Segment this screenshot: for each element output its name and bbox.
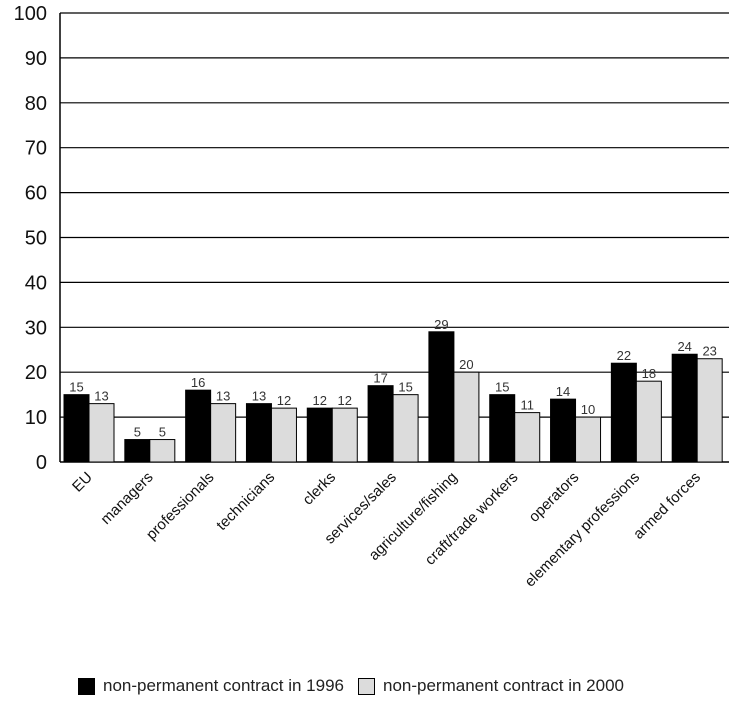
y-tick-label: 60: [25, 183, 47, 205]
y-tick-label: 40: [25, 272, 47, 294]
y-tick-label: 0: [36, 452, 47, 474]
bar-1996: [63, 394, 90, 463]
data-label: 12: [277, 393, 291, 408]
bar-1996: [306, 407, 333, 463]
legend-item-2000: non-permanent contract in 2000: [358, 676, 624, 696]
data-label: 5: [159, 425, 166, 440]
y-tick-label: 10: [25, 407, 47, 429]
bar-2000: [514, 412, 541, 463]
data-label: 5: [134, 425, 141, 440]
data-label: 20: [459, 357, 473, 372]
bar-1996: [124, 439, 151, 463]
data-label: 15: [495, 380, 509, 395]
bar-2000: [575, 416, 602, 463]
y-tick-label: 80: [25, 93, 47, 115]
data-label: 14: [556, 384, 570, 399]
legend-swatch-2000: [358, 677, 375, 695]
data-label: 15: [69, 380, 83, 395]
bar-2000: [453, 371, 480, 463]
bar-2000: [270, 407, 297, 463]
legend-swatch-1996: [78, 677, 95, 695]
bar-2000: [210, 403, 237, 463]
y-tick-label: 50: [25, 228, 47, 250]
data-label: 13: [252, 389, 266, 404]
bar-1996: [185, 389, 212, 463]
bar-2000: [696, 358, 723, 463]
data-label: 11: [520, 398, 534, 413]
bar-chart: 0 10 20 30 40 50 60 70 80 90 100 15 13 EU 5 5 managers 16…: [14, 3, 729, 591]
x-tick-label: operators: [526, 469, 583, 526]
bar-1996: [550, 398, 577, 463]
data-label: 18: [642, 366, 656, 381]
bar-1996: [671, 353, 698, 463]
data-label: 24: [677, 339, 691, 354]
y-tick-label: 30: [25, 317, 47, 339]
bar-1996: [610, 362, 637, 463]
legend: non-permanent contract in 1996 non-perma…: [78, 676, 638, 696]
legend-label-1996: non-permanent contract in 1996: [103, 676, 344, 695]
data-label: 13: [216, 389, 230, 404]
y-tick-label: 100: [14, 3, 47, 25]
legend-label-2000: non-permanent contract in 2000: [383, 676, 624, 695]
x-tick-label: elementary professions: [522, 469, 644, 591]
data-label: 29: [434, 317, 448, 332]
data-label: 17: [373, 371, 387, 386]
bar-1996: [245, 403, 272, 463]
bar-2000: [149, 439, 176, 463]
y-tick-label: 90: [25, 48, 47, 70]
data-label: 13: [94, 389, 108, 404]
legend-item-1996: non-permanent contract in 1996: [78, 676, 344, 696]
x-tick-label: technicians: [213, 469, 278, 534]
bar-1996: [489, 394, 516, 463]
data-label: 23: [702, 344, 716, 359]
data-label: 12: [313, 393, 327, 408]
x-tick-label: EU: [69, 469, 96, 496]
data-label: 16: [191, 375, 205, 390]
x-tick-label: managers: [97, 469, 156, 528]
bar-1996: [367, 385, 394, 463]
bar-1996: [428, 331, 455, 463]
bar-2000: [635, 380, 662, 463]
y-tick-label: 70: [25, 138, 47, 160]
bar-2000: [392, 394, 419, 463]
data-label: 15: [398, 380, 412, 395]
bar-2000: [331, 407, 358, 463]
data-label: 22: [617, 348, 631, 363]
x-tick-label: clerks: [299, 469, 339, 509]
bar-2000: [88, 403, 115, 463]
data-label: 10: [581, 402, 595, 417]
y-tick-label: 20: [25, 362, 47, 384]
data-label: 12: [338, 393, 352, 408]
